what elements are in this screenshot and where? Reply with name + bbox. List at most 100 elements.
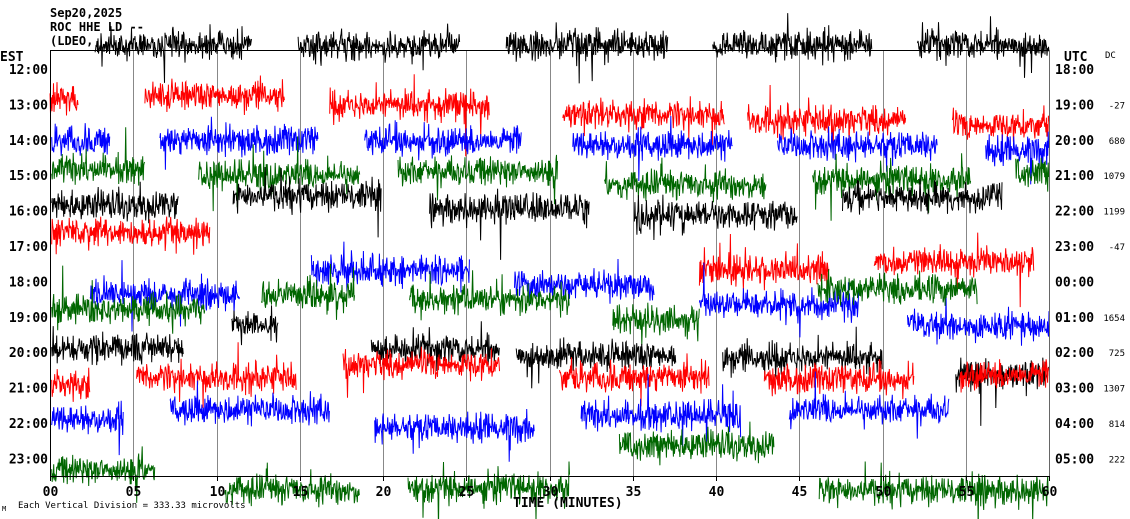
trace-segment xyxy=(261,263,355,320)
est-hour-label: 13:00 xyxy=(9,98,48,113)
x-tick-label: 20 xyxy=(376,485,392,500)
trace-segment xyxy=(505,22,669,84)
trace-segment xyxy=(409,270,570,321)
est-hour-label: 18:00 xyxy=(9,275,48,290)
trace-segment xyxy=(777,126,938,172)
est-hour-label: 21:00 xyxy=(9,382,48,397)
x-tick-label: 25 xyxy=(459,485,475,500)
trace-segment xyxy=(232,166,382,238)
trace-segment xyxy=(224,462,360,508)
utc-hour-label: 03:00 xyxy=(1055,382,1094,397)
x-tick-label: 05 xyxy=(126,485,142,500)
x-tick-label: 35 xyxy=(626,485,642,500)
utc-hour-label: 22:00 xyxy=(1055,205,1094,220)
trace-segment xyxy=(231,305,279,346)
trace-segment xyxy=(51,367,91,402)
dc-value: 222 xyxy=(1109,455,1125,465)
trace-segment xyxy=(374,408,535,462)
x-tick-label: 30 xyxy=(543,485,559,500)
trace-segment xyxy=(51,216,211,255)
utc-hour-label: 04:00 xyxy=(1055,417,1094,432)
x-tick-label: 00 xyxy=(43,485,59,500)
trace-segment xyxy=(572,115,733,182)
trace-segment xyxy=(1015,157,1050,192)
trace-segment xyxy=(842,178,1003,215)
trace-segment xyxy=(817,269,978,306)
trace-segment xyxy=(514,258,655,305)
trace-segment xyxy=(633,194,798,241)
trace-segment xyxy=(763,359,915,400)
trace-segment xyxy=(49,82,79,116)
utc-hour-label: 18:00 xyxy=(1055,63,1094,78)
est-hour-label: 15:00 xyxy=(9,169,48,184)
trace-segment xyxy=(612,302,700,345)
trace-segment xyxy=(955,357,1050,426)
trace-segment xyxy=(159,116,319,170)
x-tick-label: 40 xyxy=(709,485,725,500)
trace-segment xyxy=(342,346,500,398)
dc-value: 1307 xyxy=(1103,385,1125,395)
dc-value: 1654 xyxy=(1103,314,1125,324)
trace-segment xyxy=(580,373,742,451)
trace-segment xyxy=(618,421,775,466)
utc-hour-label: 19:00 xyxy=(1055,98,1094,113)
x-tick-label: 15 xyxy=(293,485,309,500)
marker-glyph: M xyxy=(2,505,6,513)
trace-segment xyxy=(297,23,461,71)
utc-hour-label: 20:00 xyxy=(1055,134,1094,149)
trace-segment xyxy=(873,232,1035,308)
dc-value: -47 xyxy=(1109,243,1125,253)
utc-hour-label: 05:00 xyxy=(1055,452,1094,467)
utc-hour-label: 01:00 xyxy=(1055,311,1094,326)
trace-segment xyxy=(559,353,710,407)
trace-segment xyxy=(169,380,330,427)
trace-segment xyxy=(985,131,1050,185)
x-tick-label: 60 xyxy=(1042,485,1058,500)
trace-segment xyxy=(698,233,830,291)
trace-segment xyxy=(51,326,184,366)
trace-segment xyxy=(722,326,883,378)
right-axis-label: UTC xyxy=(1064,50,1087,65)
trace-segment xyxy=(397,154,558,205)
est-hour-label: 17:00 xyxy=(9,240,48,255)
dc-value: 1079 xyxy=(1103,172,1125,182)
dc-value: 814 xyxy=(1109,420,1125,430)
utc-hour-label: 23:00 xyxy=(1055,240,1094,255)
trace-segment xyxy=(94,24,252,83)
trace-segment xyxy=(197,136,361,212)
trace-segment xyxy=(51,181,179,224)
est-hour-label: 12:00 xyxy=(9,63,48,78)
trace-segment xyxy=(907,293,1050,346)
est-hour-label: 16:00 xyxy=(9,205,48,220)
header-network: (LDEO, xyxy=(50,34,93,48)
est-hour-label: 19:00 xyxy=(9,311,48,326)
left-axis-label: EST xyxy=(0,50,24,65)
trace-segment xyxy=(429,188,590,260)
est-hour-label: 14:00 xyxy=(9,134,48,149)
grid-lines xyxy=(133,50,967,476)
scale-note: Each Vertical Division = 333.33 microvol… xyxy=(18,501,246,511)
x-axis-label: TIME (MINUTES) xyxy=(513,496,623,511)
trace-segment xyxy=(603,157,767,203)
header-station: ROC HHE LD -- xyxy=(50,20,144,34)
trace-segment xyxy=(51,265,206,334)
dc-value: 680 xyxy=(1109,137,1125,147)
trace-segment xyxy=(136,342,297,409)
trace-segment xyxy=(712,13,873,66)
trace-segment xyxy=(89,260,240,332)
trace-segment xyxy=(370,321,500,372)
trace-segment xyxy=(515,337,677,389)
dc-value: 725 xyxy=(1109,349,1125,359)
trace-segment xyxy=(812,153,972,221)
trace-segment xyxy=(51,127,146,186)
utc-hour-label: 21:00 xyxy=(1055,169,1094,184)
utc-hour-label: 00:00 xyxy=(1055,275,1094,290)
x-tick-label: 10 xyxy=(210,485,226,500)
trace-segment xyxy=(310,241,470,293)
trace-segment xyxy=(747,84,907,154)
trace-segment xyxy=(144,75,285,116)
header-date: Sep20,2025 xyxy=(50,6,122,20)
trace-segment xyxy=(364,120,522,161)
trace-segment xyxy=(818,461,1050,519)
